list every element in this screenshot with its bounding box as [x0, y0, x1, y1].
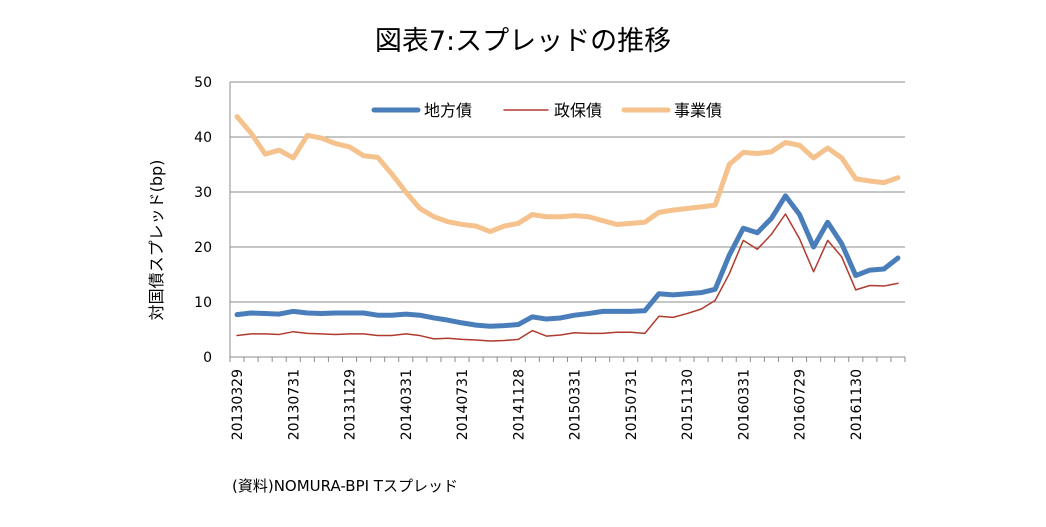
x-tick-label: 20151130	[680, 369, 696, 440]
series-lines	[234, 114, 901, 342]
series-line-1	[234, 193, 901, 329]
y-tick-label: 40	[194, 130, 212, 146]
x-tick-label: 20160331	[736, 369, 752, 440]
x-tick-label: 20140331	[399, 369, 415, 440]
x-tick-label: 20141128	[511, 369, 527, 440]
y-tick-label: 20	[194, 240, 212, 256]
gridlines	[230, 81, 905, 303]
y-tick-label: 0	[203, 350, 212, 366]
y-axis-label: 対国債スプレッド(bp)	[147, 160, 166, 321]
legend-label: 政保債	[554, 101, 602, 120]
axes	[229, 82, 906, 362]
x-tick-label: 20150731	[624, 369, 640, 440]
legend-label: 地方債	[424, 101, 472, 120]
legend-label: 事業債	[674, 101, 722, 120]
y-tick-label: 10	[194, 295, 212, 311]
series-line-2	[236, 213, 899, 342]
x-tick-label: 20130329	[230, 369, 246, 440]
x-tick-label: 20150331	[568, 369, 584, 440]
x-tick-label: 20130731	[286, 369, 302, 440]
y-tick-labels: 0 10 20 30 40 50	[194, 75, 212, 366]
series-line-3	[234, 114, 901, 235]
x-tick-label: 20161130	[849, 369, 865, 440]
x-tick-label: 20140731	[455, 369, 471, 440]
chart-title: 図表7:スプレッドの推移	[375, 26, 671, 57]
x-tick-label: 20160729	[793, 369, 809, 440]
x-tick-labels: 20130329 20130731 20131129 20140331 20140731…	[230, 369, 865, 440]
legend: 地方債 政保債 事業債	[371, 101, 722, 120]
y-tick-label: 50	[194, 75, 212, 91]
y-tick-label: 30	[194, 185, 212, 201]
source-note: (資料)NOMURA-BPI Tスプレッド	[232, 477, 458, 495]
x-tick-label: 20131129	[343, 369, 359, 440]
